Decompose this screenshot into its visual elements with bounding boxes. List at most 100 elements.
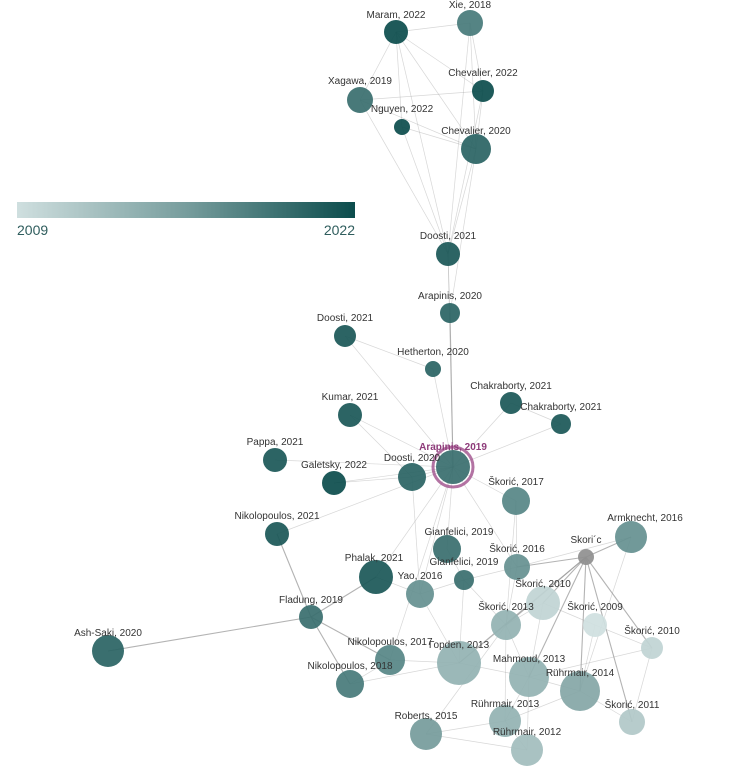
paper-node-circle[interactable] bbox=[641, 637, 663, 659]
paper-node[interactable]: Nikolopoulos, 2021 bbox=[234, 511, 320, 546]
paper-node-label: Škorić, 2009 bbox=[567, 600, 623, 613]
paper-node[interactable]: Doosti, 2021 bbox=[317, 313, 374, 347]
paper-node-circle[interactable] bbox=[436, 450, 470, 484]
paper-node[interactable]: Nikolopoulos, 2018 bbox=[307, 661, 393, 698]
paper-node-circle[interactable] bbox=[472, 80, 494, 102]
paper-node-circle[interactable] bbox=[406, 580, 434, 608]
paper-node-label: Mahmoud, 2013 bbox=[493, 654, 566, 665]
paper-node-circle[interactable] bbox=[410, 718, 442, 750]
paper-node-circle[interactable] bbox=[619, 709, 645, 735]
paper-node-circle[interactable] bbox=[92, 635, 124, 667]
paper-node-label: Doosti, 2020 bbox=[384, 453, 441, 464]
paper-node[interactable]: Pappa, 2021 bbox=[247, 437, 304, 472]
paper-node[interactable]: Mahmoud, 2013 bbox=[493, 654, 566, 697]
paper-node-circle[interactable] bbox=[526, 586, 560, 620]
paper-node[interactable]: Xie, 2018 bbox=[449, 0, 492, 36]
paper-node-label: Arapinis, 2020 bbox=[418, 291, 482, 302]
paper-node-circle[interactable] bbox=[425, 361, 441, 377]
paper-node[interactable]: Škorić, 2016 bbox=[489, 542, 545, 580]
paper-node-circle[interactable] bbox=[263, 448, 287, 472]
paper-node-circle[interactable] bbox=[560, 671, 600, 711]
paper-node[interactable]: Škorić, 2017 bbox=[488, 475, 544, 515]
paper-node[interactable]: Doosti, 2020 bbox=[384, 453, 441, 491]
paper-node[interactable]: Doosti, 2021 bbox=[420, 231, 477, 266]
paper-node-circle[interactable] bbox=[299, 605, 323, 629]
paper-node[interactable]: Ash-Saki, 2020 bbox=[74, 628, 142, 667]
paper-node-circle[interactable] bbox=[504, 554, 530, 580]
paper-node-circle[interactable] bbox=[265, 522, 289, 546]
paper-node-circle[interactable] bbox=[336, 670, 364, 698]
paper-node-circle[interactable] bbox=[583, 613, 607, 637]
paper-node-circle[interactable] bbox=[334, 325, 356, 347]
paper-node[interactable]: Chevalier, 2022 bbox=[448, 68, 518, 102]
paper-node-label: Škorić, 2013 bbox=[478, 600, 534, 613]
paper-node[interactable]: Fladung, 2019 bbox=[279, 595, 343, 629]
paper-node-circle[interactable] bbox=[615, 521, 647, 553]
paper-node[interactable]: Hetherton, 2020 bbox=[397, 347, 469, 377]
paper-node[interactable]: Yao, 2016 bbox=[398, 571, 443, 608]
paper-node-circle[interactable] bbox=[551, 414, 571, 434]
paper-node[interactable]: Armknecht, 2016 bbox=[607, 513, 683, 553]
paper-node-circle[interactable] bbox=[338, 403, 362, 427]
paper-node-circle[interactable] bbox=[440, 303, 460, 323]
paper-node-circle[interactable] bbox=[457, 10, 483, 36]
paper-node-label: Nikolopoulos, 2021 bbox=[234, 511, 319, 522]
paper-node[interactable]: Arapinis, 2020 bbox=[418, 291, 482, 323]
paper-node[interactable]: Rührmair, 2014 bbox=[546, 668, 615, 711]
paper-node[interactable]: Arapinis, 2019 bbox=[419, 442, 487, 489]
paper-node-circle[interactable] bbox=[394, 119, 410, 135]
paper-node[interactable]: Škorić, 2013 bbox=[478, 600, 534, 640]
paper-node-circle[interactable] bbox=[437, 641, 481, 685]
paper-node-circle[interactable] bbox=[347, 87, 373, 113]
paper-node-circle[interactable] bbox=[491, 610, 521, 640]
paper-node-circle[interactable] bbox=[578, 549, 594, 565]
paper-node[interactable]: Phalak, 2021 bbox=[345, 553, 404, 594]
paper-node-circle[interactable] bbox=[509, 657, 549, 697]
paper-node-circle[interactable] bbox=[398, 463, 426, 491]
paper-node-circle[interactable] bbox=[511, 734, 543, 766]
paper-node[interactable]: Gianfelici, 2019 bbox=[430, 557, 499, 590]
paper-node-circle[interactable] bbox=[433, 535, 461, 563]
paper-node-circle[interactable] bbox=[359, 560, 393, 594]
paper-node[interactable]: Горden, 2013 bbox=[429, 640, 490, 685]
paper-node[interactable]: Nikolopoulos, 2017 bbox=[347, 637, 433, 675]
paper-node-circle[interactable] bbox=[502, 487, 530, 515]
paper-node-circle[interactable] bbox=[384, 20, 408, 44]
paper-node[interactable]: Chevalier, 2020 bbox=[441, 126, 511, 164]
paper-node-circle[interactable] bbox=[500, 392, 522, 414]
paper-nodes[interactable]: Maram, 2022 Xie, 2018 Xagawa, 2019 Chevalie… bbox=[74, 0, 683, 766]
paper-node[interactable]: Škorić, 2011 bbox=[605, 698, 660, 735]
paper-node[interactable]: Roberts, 2015 bbox=[395, 711, 458, 750]
citation-edge bbox=[411, 476, 421, 595]
paper-node-circle[interactable] bbox=[489, 705, 521, 737]
paper-node[interactable]: Xagawa, 2019 bbox=[328, 76, 392, 113]
citation-edge bbox=[585, 556, 633, 723]
citation-edge bbox=[469, 22, 477, 150]
paper-node[interactable]: Škorić, 2010 bbox=[624, 624, 680, 659]
paper-node[interactable]: Chakraborty, 2021 bbox=[520, 402, 602, 434]
citation-edge bbox=[395, 31, 403, 128]
paper-node[interactable]: Škorić, 2009 bbox=[567, 600, 623, 637]
paper-node[interactable]: Rührmair, 2013 bbox=[471, 699, 540, 737]
paper-node-label: Xagawa, 2019 bbox=[328, 76, 392, 87]
paper-node-circle[interactable] bbox=[461, 134, 491, 164]
paper-node-circle[interactable] bbox=[454, 570, 474, 590]
paper-node-circle[interactable] bbox=[436, 242, 460, 266]
paper-node[interactable]: Kumar, 2021 bbox=[322, 392, 379, 427]
paper-node[interactable]: Maram, 2022 bbox=[367, 10, 426, 44]
paper-node[interactable]: Rührmair, 2012 bbox=[493, 727, 562, 766]
paper-node-label: Горden, 2013 bbox=[429, 640, 490, 651]
paper-node[interactable]: Chakraborty, 2021 bbox=[470, 381, 552, 414]
paper-node[interactable]: Škorić, 2010 bbox=[515, 577, 571, 620]
paper-node[interactable]: Skori´c bbox=[570, 534, 602, 565]
citation-edge bbox=[375, 466, 454, 578]
paper-node-circle[interactable] bbox=[375, 645, 405, 675]
paper-node[interactable]: Gianfelici, 2019 bbox=[425, 527, 494, 563]
paper-node[interactable]: Galetsky, 2022 bbox=[301, 460, 367, 495]
selected-node-ring bbox=[431, 445, 475, 489]
paper-node[interactable]: Nguyen, 2022 bbox=[371, 104, 434, 135]
citation-edge bbox=[344, 335, 434, 370]
paper-node-circle[interactable] bbox=[322, 471, 346, 495]
citation-edge bbox=[447, 90, 484, 255]
